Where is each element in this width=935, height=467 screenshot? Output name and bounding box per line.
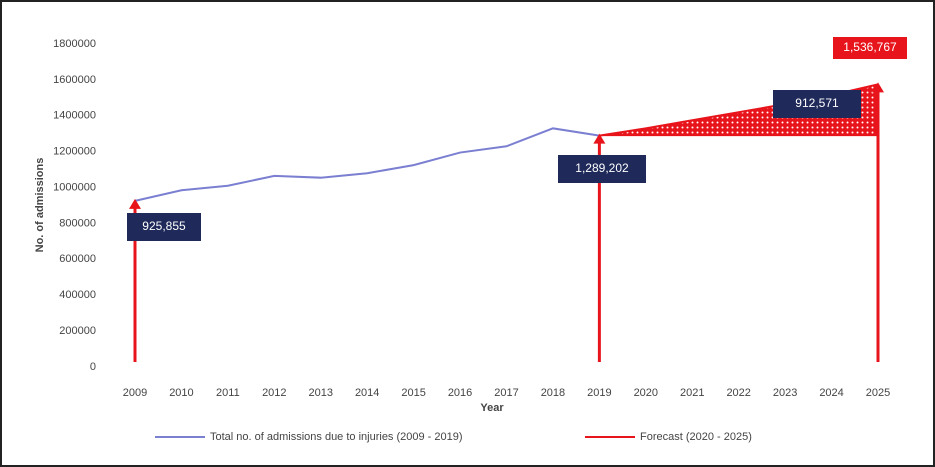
x-tick-label: 2025 — [866, 387, 890, 399]
y-tick-label: 1400000 — [53, 110, 96, 122]
annotation-box — [773, 90, 861, 118]
annotation-box — [833, 37, 907, 59]
annotation: 1,536,767 — [843, 40, 897, 54]
x-tick-label: 2015 — [401, 387, 425, 399]
x-tick-label: 2023 — [773, 387, 797, 399]
annotation-box — [558, 155, 646, 183]
x-tick-label: 2021 — [680, 387, 704, 399]
x-tick-label: 2017 — [494, 387, 518, 399]
y-tick-label: 1600000 — [53, 74, 96, 86]
y-tick-label: 600000 — [59, 253, 96, 265]
annotation-box — [127, 213, 201, 241]
arrow-head — [129, 198, 141, 209]
x-tick-label: 2011 — [216, 387, 240, 399]
x-tick-label: 2016 — [448, 387, 472, 399]
legend-label: Forecast (2020 - 2025) — [640, 431, 752, 443]
y-tick-label: 1000000 — [53, 181, 96, 193]
x-tick-label: 2022 — [726, 387, 750, 399]
y-tick-label: 400000 — [59, 289, 96, 301]
annotation: 912,571 — [795, 96, 839, 110]
x-tick-label: 2020 — [634, 387, 658, 399]
y-tick-label: 1800000 — [53, 38, 96, 50]
x-tick-label: 2013 — [309, 387, 333, 399]
x-tick-label: 2019 — [587, 387, 611, 399]
x-tick-label: 2009 — [123, 387, 147, 399]
y-tick-label: 0 — [90, 361, 96, 373]
x-tick-label: 2018 — [541, 387, 565, 399]
legend-label: Total no. of admissions due to injuries … — [210, 431, 463, 443]
y-tick-label: 1200000 — [53, 146, 96, 158]
arrow-head — [593, 133, 606, 144]
y-tick-label: 200000 — [59, 325, 96, 337]
annotation: 925,855 — [142, 219, 186, 233]
x-tick-label: 2010 — [169, 387, 193, 399]
x-tick-label: 2012 — [262, 387, 286, 399]
annotation: 1,289,202 — [575, 161, 629, 175]
y-tick-label: 800000 — [59, 217, 96, 229]
x-tick-label: 2014 — [355, 387, 379, 399]
x-axis-label: Year — [480, 402, 504, 414]
x-tick-label: 2024 — [819, 387, 843, 399]
arrow-head — [872, 82, 884, 93]
series-line — [134, 127, 600, 202]
y-axis-label: No. of admissions — [34, 158, 46, 253]
